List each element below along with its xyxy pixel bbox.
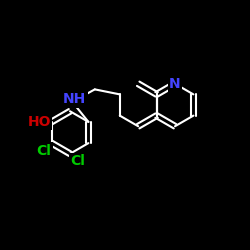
Text: NH: NH xyxy=(63,92,86,106)
Text: N: N xyxy=(169,77,181,91)
Text: Cl: Cl xyxy=(70,154,85,168)
Text: Cl: Cl xyxy=(37,144,52,158)
Text: HO: HO xyxy=(27,115,51,129)
